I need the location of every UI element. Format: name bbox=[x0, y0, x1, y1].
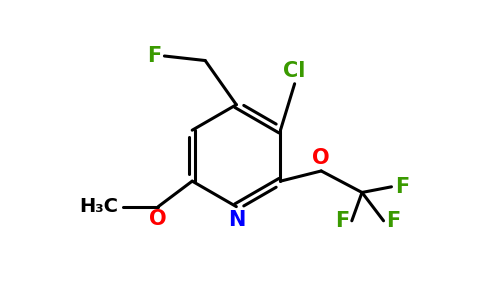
Text: O: O bbox=[150, 209, 167, 229]
Text: F: F bbox=[147, 46, 161, 66]
Text: H₃C: H₃C bbox=[79, 197, 119, 216]
Text: F: F bbox=[395, 177, 409, 197]
Text: O: O bbox=[313, 148, 330, 168]
Text: N: N bbox=[227, 210, 245, 230]
Text: F: F bbox=[335, 211, 349, 231]
Text: F: F bbox=[386, 211, 400, 231]
Text: Cl: Cl bbox=[284, 61, 306, 82]
